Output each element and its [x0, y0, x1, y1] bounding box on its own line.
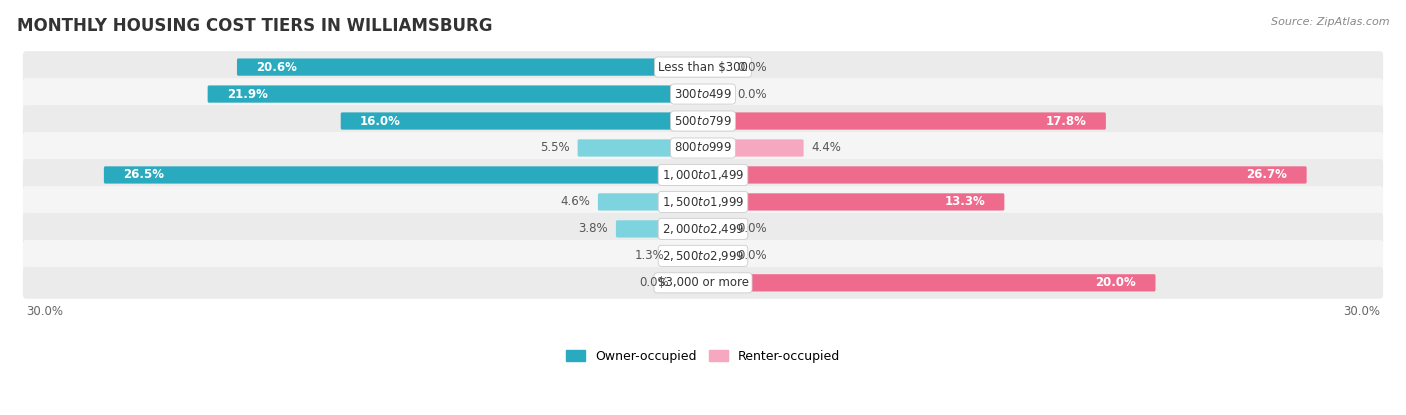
FancyBboxPatch shape: [208, 85, 704, 103]
FancyBboxPatch shape: [22, 240, 1384, 272]
FancyBboxPatch shape: [22, 105, 1384, 137]
Text: 16.0%: 16.0%: [360, 115, 401, 127]
Text: $500 to $799: $500 to $799: [673, 115, 733, 127]
FancyBboxPatch shape: [702, 274, 1156, 291]
Text: $1,500 to $1,999: $1,500 to $1,999: [662, 195, 744, 209]
FancyBboxPatch shape: [22, 78, 1384, 110]
FancyBboxPatch shape: [22, 159, 1384, 191]
Text: MONTHLY HOUSING COST TIERS IN WILLIAMSBURG: MONTHLY HOUSING COST TIERS IN WILLIAMSBU…: [17, 17, 492, 34]
Text: Less than $300: Less than $300: [658, 61, 748, 73]
Text: 0.0%: 0.0%: [737, 88, 766, 100]
Text: 20.0%: 20.0%: [1095, 276, 1136, 289]
Text: $300 to $499: $300 to $499: [673, 88, 733, 100]
Text: 0.0%: 0.0%: [737, 61, 766, 73]
Text: 1.3%: 1.3%: [636, 249, 665, 262]
FancyBboxPatch shape: [702, 112, 1107, 129]
Text: 4.6%: 4.6%: [561, 195, 591, 208]
Text: $1,000 to $1,499: $1,000 to $1,499: [662, 168, 744, 182]
Text: $3,000 or more: $3,000 or more: [658, 276, 748, 289]
Text: 26.7%: 26.7%: [1246, 168, 1288, 181]
Legend: Owner-occupied, Renter-occupied: Owner-occupied, Renter-occupied: [561, 345, 845, 368]
Text: $2,000 to $2,499: $2,000 to $2,499: [662, 222, 744, 236]
FancyBboxPatch shape: [104, 166, 704, 183]
FancyBboxPatch shape: [702, 193, 1004, 210]
Text: 30.0%: 30.0%: [1343, 305, 1379, 317]
Text: $2,500 to $2,999: $2,500 to $2,999: [662, 249, 744, 263]
Text: $800 to $999: $800 to $999: [673, 142, 733, 154]
FancyBboxPatch shape: [22, 186, 1384, 218]
FancyBboxPatch shape: [22, 132, 1384, 164]
Text: 20.6%: 20.6%: [256, 61, 297, 73]
FancyBboxPatch shape: [22, 51, 1384, 83]
Text: 5.5%: 5.5%: [540, 142, 569, 154]
Text: 4.4%: 4.4%: [811, 142, 841, 154]
Text: Source: ZipAtlas.com: Source: ZipAtlas.com: [1271, 17, 1389, 27]
FancyBboxPatch shape: [578, 139, 704, 156]
Text: 17.8%: 17.8%: [1046, 115, 1087, 127]
FancyBboxPatch shape: [22, 213, 1384, 245]
Text: 13.3%: 13.3%: [945, 195, 986, 208]
FancyBboxPatch shape: [616, 220, 704, 237]
Text: 3.8%: 3.8%: [579, 222, 609, 235]
Text: 0.0%: 0.0%: [640, 276, 669, 289]
Text: 0.0%: 0.0%: [737, 249, 766, 262]
Text: 30.0%: 30.0%: [27, 305, 63, 317]
Text: 0.0%: 0.0%: [737, 222, 766, 235]
FancyBboxPatch shape: [702, 166, 1306, 183]
FancyBboxPatch shape: [702, 139, 804, 156]
FancyBboxPatch shape: [598, 193, 704, 210]
Text: 26.5%: 26.5%: [124, 168, 165, 181]
FancyBboxPatch shape: [340, 112, 704, 129]
FancyBboxPatch shape: [238, 59, 704, 76]
FancyBboxPatch shape: [22, 267, 1384, 299]
Text: 21.9%: 21.9%: [226, 88, 269, 100]
FancyBboxPatch shape: [672, 247, 704, 264]
